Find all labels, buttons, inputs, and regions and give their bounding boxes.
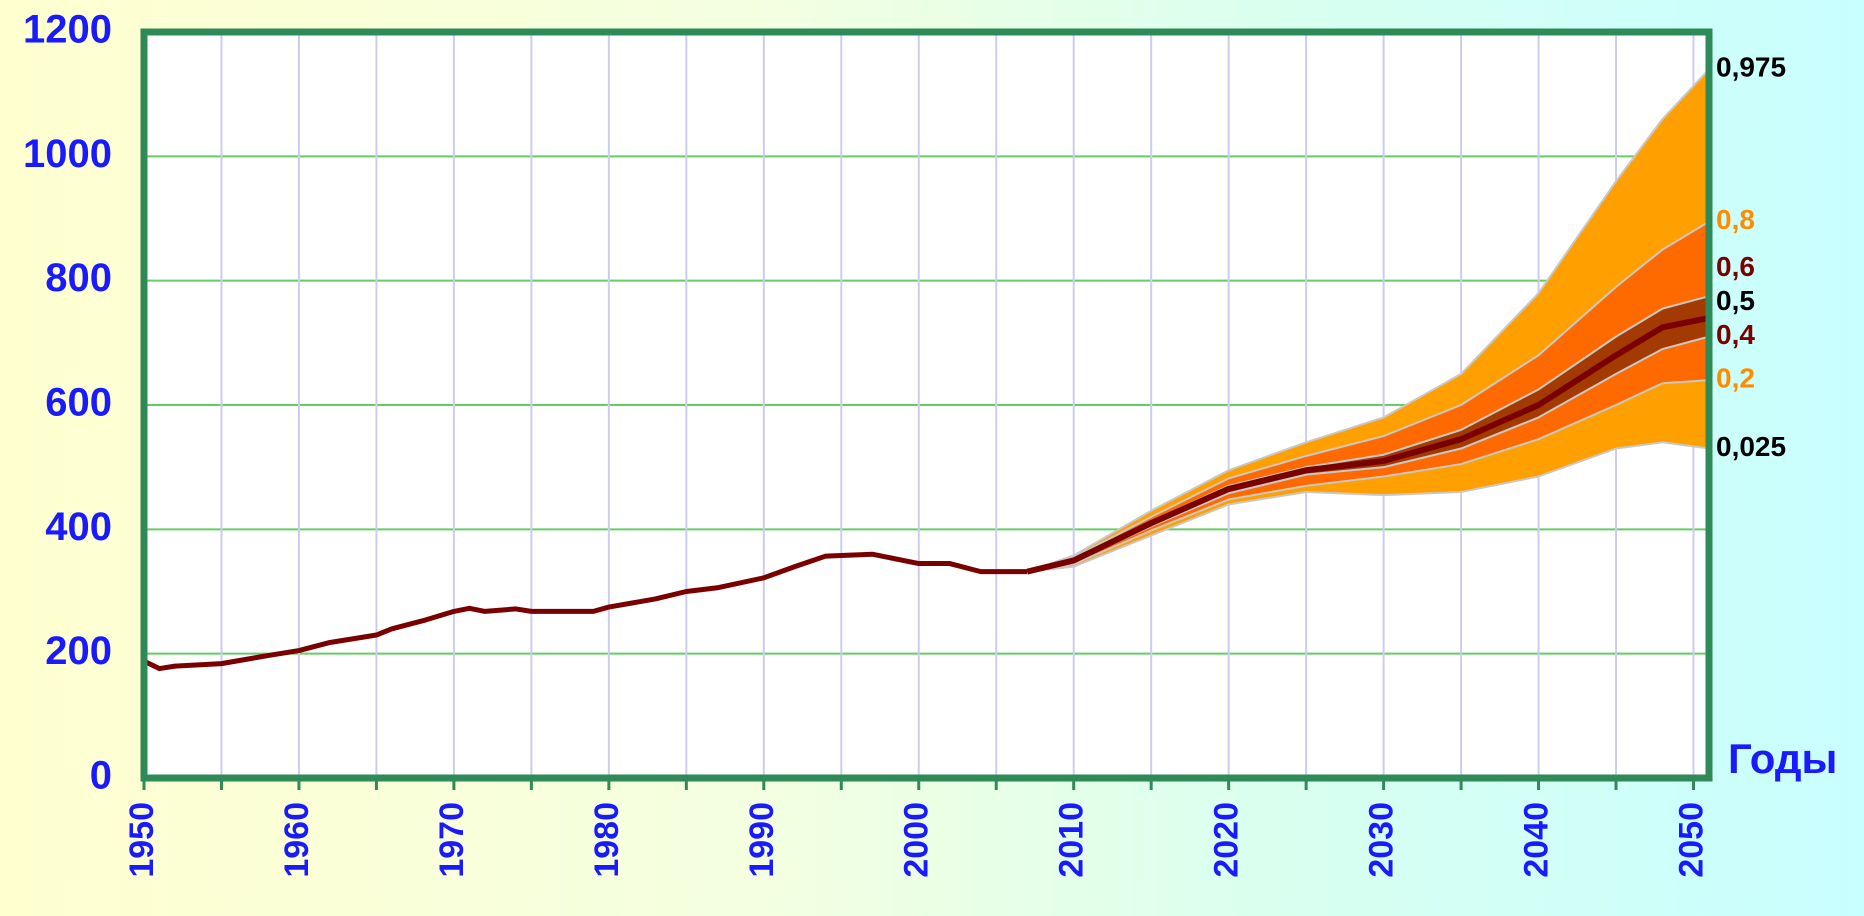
x-tick-label: 2020 <box>1208 802 1246 878</box>
x-tick-label: 2030 <box>1363 802 1401 878</box>
y-tick-label: 1200 <box>23 8 112 52</box>
y-tick-label: 1000 <box>23 132 112 176</box>
y-tick-label: 800 <box>45 256 112 300</box>
fan-band <box>1027 380 1709 572</box>
quantile-line <box>1027 441 1710 573</box>
x-tick-label: 1990 <box>743 802 781 878</box>
y-tick-label: 600 <box>45 381 112 425</box>
fan-band <box>1027 296 1709 572</box>
x-tick-label: 1950 <box>123 802 161 878</box>
quantile-line <box>1026 68 1710 573</box>
quantile-label: 0,975 <box>1716 52 1786 83</box>
quantile-label: 0,8 <box>1716 204 1755 235</box>
median-line <box>1026 315 1710 575</box>
y-tick-label: 400 <box>45 505 112 549</box>
x-axis-label: Годы <box>1728 735 1837 782</box>
quantile-label: 0,6 <box>1716 251 1755 282</box>
fan-band <box>1027 69 1709 572</box>
x-tick-label: 2050 <box>1672 802 1710 878</box>
quantile-line <box>1027 379 1710 573</box>
history-line <box>142 551 1028 672</box>
quantile-label: 0,5 <box>1716 285 1755 316</box>
x-tick-label: 1970 <box>433 802 471 878</box>
x-tick-label: 2040 <box>1518 802 1556 878</box>
plot-border <box>140 28 1713 782</box>
quantile-label: 0,025 <box>1716 431 1786 462</box>
quantile-label: 0,4 <box>1716 319 1755 350</box>
quantile-line <box>1026 220 1710 573</box>
x-tick-label: 2000 <box>898 802 936 878</box>
x-tick-label: 2010 <box>1053 802 1091 878</box>
x-tick-label: 1980 <box>588 802 626 878</box>
y-tick-label: 200 <box>45 629 112 673</box>
x-tick-label: 1960 <box>278 802 316 878</box>
quantile-label: 0,2 <box>1716 363 1755 394</box>
y-tick-label: 0 <box>90 754 112 798</box>
